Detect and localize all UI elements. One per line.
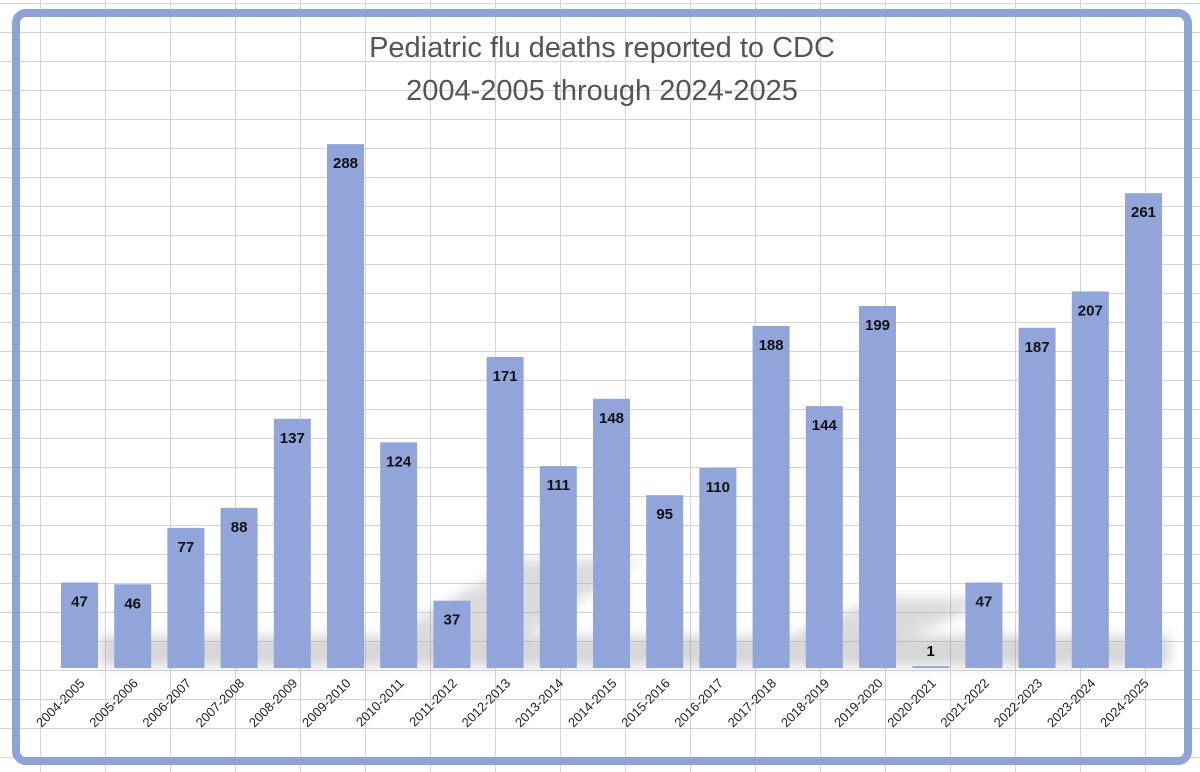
bar-2014-2015 xyxy=(593,398,630,668)
bars-group xyxy=(61,144,1162,669)
x-tick-2005-2006: 2005-2006 xyxy=(86,676,141,731)
data-label-2011-2012: 37 xyxy=(444,612,461,629)
data-label-2022-2023: 187 xyxy=(1025,339,1050,356)
x-tick-2012-2013: 2012-2013 xyxy=(459,676,514,731)
data-label-2004-2005: 47 xyxy=(71,594,88,611)
x-tick-2019-2020: 2019-2020 xyxy=(831,676,886,731)
bar-2004-2005 xyxy=(61,582,98,668)
data-label-2016-2017: 110 xyxy=(706,479,730,496)
x-tick-2010-2011: 2010-2011 xyxy=(353,676,407,730)
chart-title-line-2: 2004-2005 through 2024-2025 xyxy=(406,75,798,107)
data-label-2021-2022: 47 xyxy=(976,594,993,611)
x-tick-2016-2017: 2016-2017 xyxy=(671,676,726,731)
x-tick-2018-2019: 2018-2019 xyxy=(778,676,833,731)
data-label-2020-2021: 1 xyxy=(927,643,935,660)
x-tick-2022-2023: 2022-2023 xyxy=(991,676,1046,731)
x-tick-2021-2022: 2021-2022 xyxy=(937,676,992,731)
x-tick-2017-2018: 2017-2018 xyxy=(725,676,780,731)
data-label-2010-2011: 124 xyxy=(386,453,412,470)
data-label-2018-2019: 144 xyxy=(812,417,838,434)
data-label-2014-2015: 148 xyxy=(599,410,624,427)
bar-2011-2012 xyxy=(433,600,471,668)
data-label-2024-2025: 261 xyxy=(1131,204,1156,221)
bar-2005-2006 xyxy=(114,584,152,668)
bar-2009-2010 xyxy=(327,144,364,669)
x-tick-2009-2010: 2009-2010 xyxy=(299,676,354,731)
bar-2010-2011 xyxy=(380,442,418,668)
x-tick-2014-2015: 2014-2015 xyxy=(565,676,620,731)
data-label-2005-2006: 46 xyxy=(124,595,141,612)
bar-2017-2018 xyxy=(752,326,790,668)
data-label-2012-2013: 171 xyxy=(493,368,518,385)
bar-2008-2009 xyxy=(273,418,311,668)
bar-2019-2020 xyxy=(859,306,896,668)
x-tick-2011-2012: 2011-2012 xyxy=(406,676,460,730)
data-label-2008-2009: 137 xyxy=(280,430,305,447)
data-label-2019-2020: 199 xyxy=(865,317,890,334)
data-labels-group: 47 46 77 88 137 288 124 37 171 111 148 95 110 188 144 1… xyxy=(71,155,1156,660)
bar-2012-2013 xyxy=(486,357,524,668)
bar-2021-2022 xyxy=(965,582,1003,668)
x-tick-2024-2025: 2024-2025 xyxy=(1097,676,1152,731)
x-axis-tick-labels: 2004-20052005-20062006-20072007-20082008… xyxy=(33,676,1152,731)
chart-frame[interactable] xyxy=(12,9,1192,765)
bar-2024-2025 xyxy=(1125,193,1162,668)
x-tick-2006-2007: 2006-2007 xyxy=(139,676,194,731)
data-label-2013-2014: 111 xyxy=(547,477,570,494)
x-tick-2004-2005: 2004-2005 xyxy=(33,676,88,731)
bar-2023-2024 xyxy=(1071,291,1109,668)
chart-shadow xyxy=(100,560,1170,666)
x-tick-2007-2008: 2007-2008 xyxy=(193,676,248,731)
bar-2007-2008 xyxy=(220,507,258,668)
data-label-2017-2018: 188 xyxy=(759,337,784,354)
x-tick-2023-2024: 2023-2024 xyxy=(1044,676,1099,731)
data-label-2015-2016: 95 xyxy=(656,506,673,523)
bar-2018-2019 xyxy=(805,406,843,668)
bar-2020-2021 xyxy=(912,666,950,668)
bar-2016-2017 xyxy=(699,467,737,668)
x-tick-2008-2009: 2008-2009 xyxy=(246,676,301,731)
data-label-2023-2024: 207 xyxy=(1078,303,1103,320)
data-label-2006-2007: 77 xyxy=(178,539,195,556)
x-tick-2013-2014: 2013-2014 xyxy=(512,676,567,731)
bar-2013-2014 xyxy=(539,466,577,668)
chart-title-line-1: Pediatric flu deaths reported to CDC xyxy=(369,32,835,64)
bar-2006-2007 xyxy=(167,527,205,668)
x-tick-2020-2021: 2020-2021 xyxy=(884,676,939,731)
data-label-2009-2010: 288 xyxy=(333,155,358,172)
x-tick-2015-2016: 2015-2016 xyxy=(618,676,673,731)
bar-2015-2016 xyxy=(646,495,684,668)
data-label-2007-2008: 88 xyxy=(231,519,248,536)
bar-2022-2023 xyxy=(1018,327,1056,668)
